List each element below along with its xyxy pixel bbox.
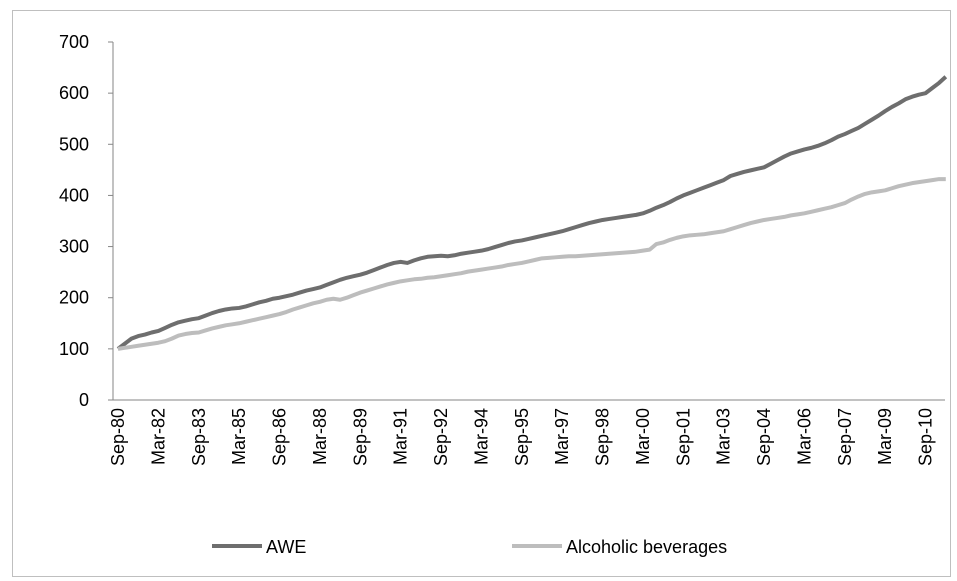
x-tick-label: Sep-83 [189,408,209,466]
y-tick-label: 300 [59,237,89,257]
series-line [117,177,946,351]
y-tick-label: 200 [59,288,89,308]
x-tick-label: Mar-09 [875,408,895,465]
x-tick-label: Sep-98 [593,408,613,466]
x-tick-label: Mar-82 [148,408,168,465]
legend-label: AWE [266,537,306,557]
x-tick-label: Mar-97 [552,408,572,465]
y-tick-label: 0 [79,390,89,410]
x-tick-label: Mar-03 [714,408,734,465]
legend-label: Alcoholic beverages [566,537,727,557]
x-tick-label: Sep-80 [108,408,128,466]
x-tick-label: Sep-86 [270,408,290,466]
x-tick-label: Mar-85 [229,408,249,465]
x-tick-label: Sep-89 [350,408,370,466]
x-tick-label: Mar-91 [391,408,411,465]
x-tick-label: Sep-95 [512,408,532,466]
x-tick-label: Mar-88 [310,408,330,465]
y-tick-label: 400 [59,185,89,205]
x-tick-label: Sep-04 [754,408,774,466]
x-tick-label: Sep-92 [431,408,451,466]
x-tick-label: Mar-94 [471,408,491,465]
x-tick-label: Mar-06 [794,408,814,465]
x-tick-label: Sep-07 [835,408,855,466]
chart-frame [12,10,951,577]
series-line [116,75,948,351]
y-tick-label: 700 [59,32,89,52]
x-tick-label: Mar-00 [633,408,653,465]
y-tick-label: 100 [59,339,89,359]
y-tick-label: 500 [59,134,89,154]
x-tick-label: Sep-10 [916,408,936,466]
x-tick-label: Sep-01 [673,408,693,466]
y-tick-label: 600 [59,83,89,103]
